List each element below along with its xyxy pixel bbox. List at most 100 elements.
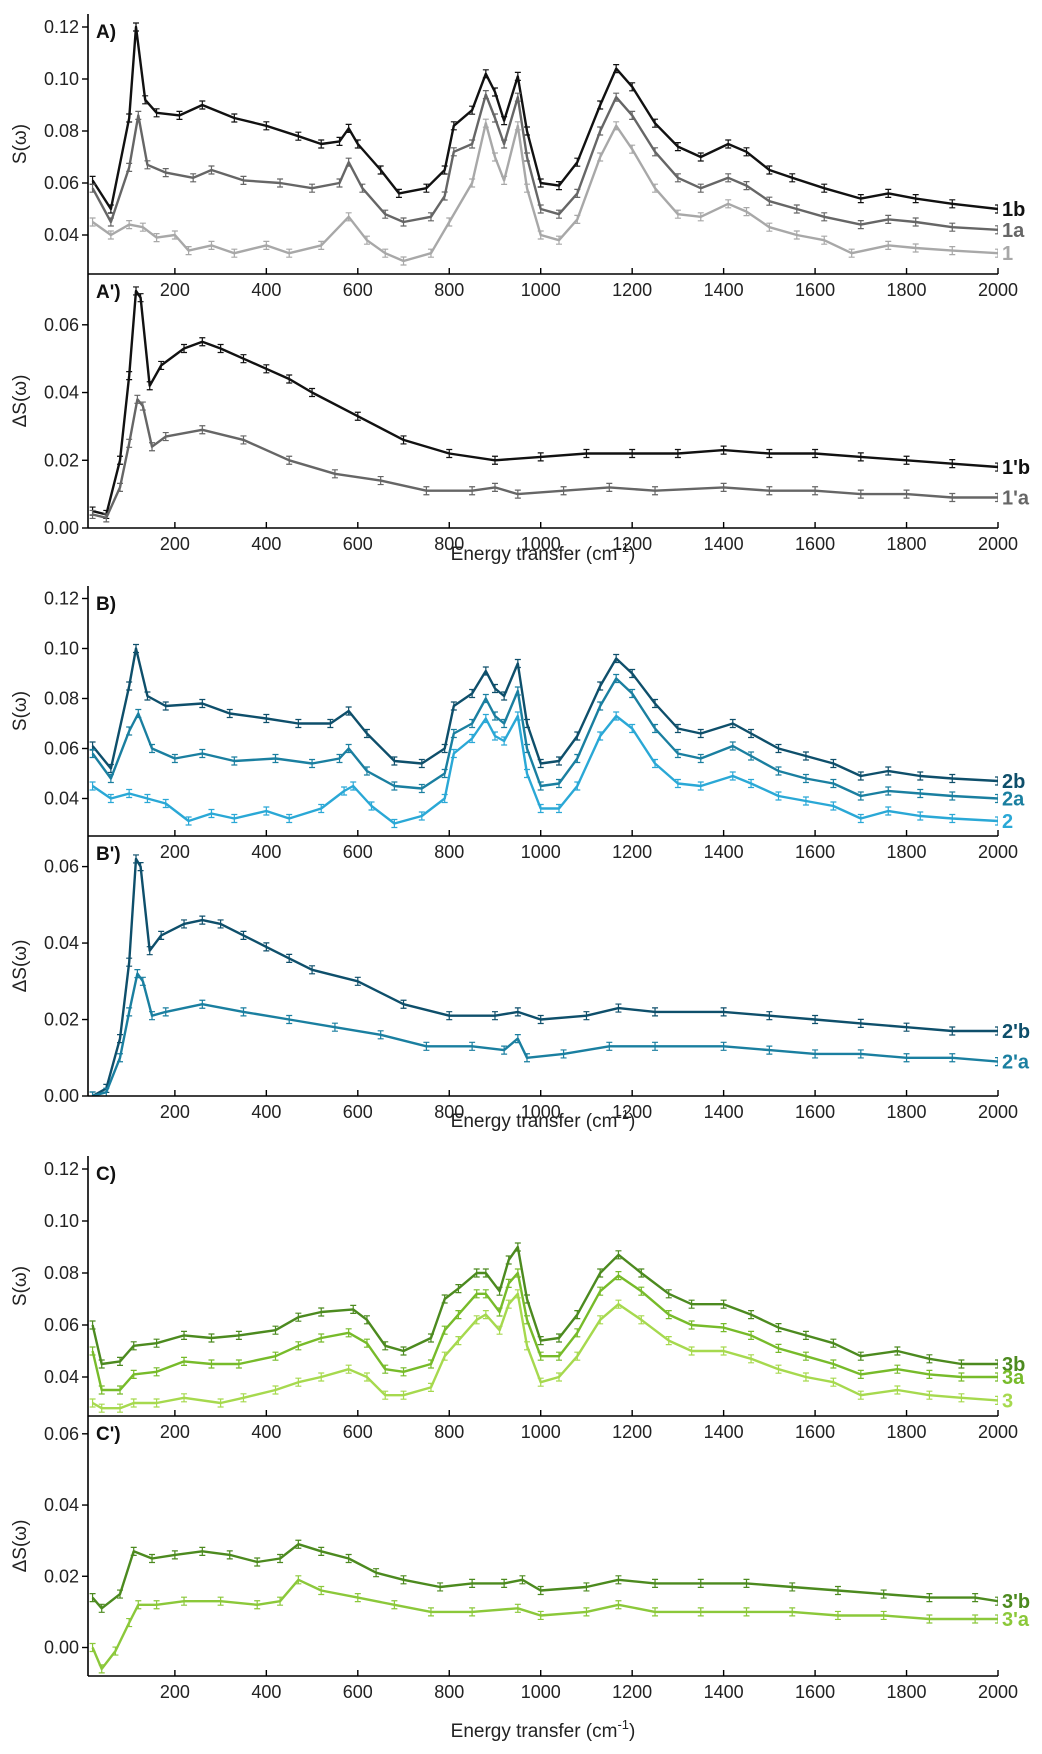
panel-0-point-1-27 <box>597 152 604 162</box>
panel-0-point-1-17 <box>446 217 453 227</box>
panel-2-point-2b-18 <box>482 666 489 676</box>
panel-3-point-2'a-24 <box>857 1049 864 1059</box>
panel-5-xtick-label-0: 200 <box>160 1682 190 1702</box>
panel-0-point-1-3 <box>139 222 146 232</box>
panel-2-point-2a-4 <box>149 743 156 754</box>
panel-5-point-3'b-30 <box>995 1596 998 1606</box>
panel-3-point-2'a-8 <box>199 999 206 1009</box>
panel-4-point-3a-19 <box>482 1289 489 1299</box>
panel-3-point-2'b-7 <box>158 930 165 941</box>
panel-3-point-2'a-2 <box>117 1053 124 1063</box>
panel-4-point-3b-11 <box>350 1304 357 1314</box>
panel-4-point-3b-23 <box>523 1294 530 1304</box>
panel-3-point-2'b-29 <box>949 1026 956 1036</box>
panel-2-point-2-9 <box>286 813 293 824</box>
panel-3-point-2'a-7 <box>162 1007 169 1017</box>
panel-5-point-3'b-6 <box>199 1546 206 1556</box>
panel-0-point-1-31 <box>674 209 681 219</box>
panel-0-point-1b-24 <box>514 71 521 81</box>
panel-2-point-2-36 <box>802 796 809 806</box>
panel-1-series-1'a-group <box>89 394 998 523</box>
panel-0-point-1b-14 <box>354 139 361 149</box>
panel-0-ytick-label-4: 0.12 <box>44 17 79 37</box>
panel-3-ytick-label-3: 0.06 <box>44 857 79 877</box>
panel-0-point-1a-20 <box>482 90 489 100</box>
panel-3-point-2'b-22 <box>615 1003 622 1013</box>
panel-0-point-1b-4 <box>142 95 149 105</box>
panel-4-point-3a-5 <box>181 1356 188 1366</box>
panel-2-point-2-23 <box>523 768 530 779</box>
panel-4-point-3a-40 <box>958 1372 965 1382</box>
panel-2-point-2b-34 <box>775 743 782 754</box>
x-axis-title-close: ) <box>629 1721 635 1742</box>
panel-2-series-label-2: 2 <box>1002 811 1013 833</box>
panel-0-series-1b-group <box>89 22 998 214</box>
panel-5-y-axis-title: ΔS(ω) <box>10 1520 31 1573</box>
panel-3-x-axis-title: Energy transfer (cm-1) <box>451 1107 636 1132</box>
panel-4-point-3b-17 <box>455 1284 462 1294</box>
panel-1-ytick-label-1: 0.02 <box>44 450 79 470</box>
panel-4-point-3-18 <box>473 1315 480 1325</box>
panel-4-point-3a-14 <box>400 1367 407 1377</box>
panel-4-point-3a-38 <box>894 1364 901 1374</box>
panel-1-ytick-label-2: 0.04 <box>44 383 79 403</box>
panel-4-point-3a-22 <box>514 1268 521 1278</box>
panel-5-point-3'a-0 <box>89 1642 96 1653</box>
panel-2-point-2b-33 <box>748 728 755 739</box>
panel-1-point-1'a-12 <box>377 475 384 486</box>
panel-0-point-1a-16 <box>427 212 434 222</box>
panel-2-point-2a-20 <box>501 718 508 729</box>
panel-2-xtick-label-2: 600 <box>343 842 373 862</box>
panel-5-xtick-label-4: 1000 <box>521 1682 561 1702</box>
panel-4-point-3b-37 <box>857 1351 864 1361</box>
panel-5-point-3'a-21 <box>697 1607 704 1617</box>
panel-0-point-1-0 <box>89 217 96 227</box>
panel-2-point-2a-34 <box>775 766 782 776</box>
panel-5-point-3'b-23 <box>697 1578 704 1588</box>
panel-1-point-1'b-9 <box>199 337 206 347</box>
panel-0-point-1b-26 <box>537 178 544 188</box>
panel-3-point-2'a-10 <box>286 1014 293 1025</box>
panel-4-point-3-41 <box>995 1395 998 1405</box>
panel-4-point-3a-21 <box>505 1278 512 1288</box>
panel-1-xtick-label-3: 800 <box>434 534 464 554</box>
panel-2-ytick-label-0: 0.04 <box>44 789 79 809</box>
panel-4-point-3-28 <box>615 1299 622 1309</box>
panel-4-point-3-31 <box>688 1346 695 1356</box>
panel-0-point-1b-33 <box>674 142 681 152</box>
panel-4-point-3-2 <box>117 1403 124 1413</box>
panel-0-point-1a-12 <box>345 157 352 167</box>
panel-3-point-2'b-14 <box>309 965 316 975</box>
panel-0-point-1a-32 <box>674 173 681 183</box>
panel-0-point-1b-44 <box>995 204 998 214</box>
panel-3-point-2'a-15 <box>501 1045 508 1055</box>
panel-0-point-1a-1 <box>107 217 114 227</box>
panel-2-point-2a-27 <box>613 673 620 684</box>
panel-3-xtick-label-0: 200 <box>160 1102 190 1122</box>
panel-4-point-3-19 <box>482 1310 489 1320</box>
panel-4-point-3-9 <box>295 1377 302 1387</box>
panel-0-point-1-25 <box>556 235 563 245</box>
panel-0-point-1a-40 <box>885 214 892 224</box>
panel-1-point-1'a-23 <box>857 489 864 499</box>
panel-4-point-3b-20 <box>496 1286 503 1296</box>
panel-4-panel-label: C) <box>96 1164 116 1185</box>
panel-2-point-2a-29 <box>652 723 659 734</box>
panel-3-point-2'a-0 <box>89 1091 96 1096</box>
panel-2-point-2-1 <box>107 793 114 804</box>
panel-2-point-2-32 <box>697 781 704 791</box>
panel-5-point-3'a-14 <box>427 1607 434 1617</box>
panel-1-xtick-label-0: 200 <box>160 534 190 554</box>
panel-4-point-3a-0 <box>89 1346 96 1356</box>
panel-4-point-3a-37 <box>857 1369 864 1379</box>
panel-2-point-2-24 <box>537 803 544 814</box>
panel-1-series-line-1'b <box>92 289 998 516</box>
panel-0-point-1-39 <box>885 240 892 250</box>
panel-3-point-2'a-13 <box>423 1041 430 1051</box>
panel-5-point-3'b-27 <box>880 1589 887 1599</box>
panel-1-point-1'a-14 <box>469 486 476 496</box>
panel-0-point-1-9 <box>263 240 270 250</box>
panel-1-xtick-label-8: 1800 <box>887 534 927 554</box>
panel-0-point-1a-36 <box>766 196 773 206</box>
panel-2-point-2a-3 <box>135 708 142 719</box>
